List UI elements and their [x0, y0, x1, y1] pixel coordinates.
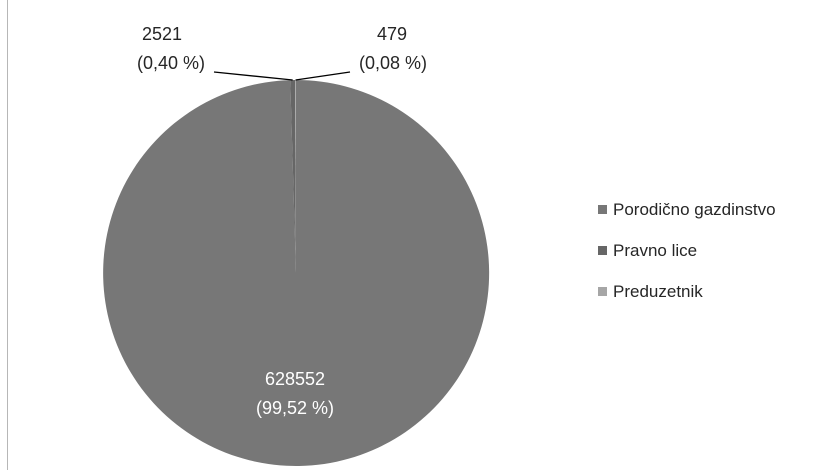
- leader-line-2: [295, 71, 351, 81]
- legend-label: Pravno lice: [613, 241, 698, 260]
- slice-label-percent-0: (99,52 %): [256, 398, 334, 418]
- legend-label: Porodično gazdinstvo: [613, 200, 776, 219]
- legend-item-porodicno-gazdinstvo: Porodično gazdinstvo: [598, 200, 776, 220]
- leader-line-1: [213, 71, 293, 81]
- frame-border: [7, 0, 8, 470]
- legend-item-preduzetnik: Preduzetnik: [598, 282, 776, 302]
- legend-swatch-icon: [598, 287, 607, 297]
- legend-label: Preduzetnik: [613, 282, 703, 301]
- slice-label-percent-2: (0,08 %): [359, 53, 427, 73]
- legend: Porodično gazdinstvo Pravno lice Preduze…: [598, 200, 776, 323]
- pie-slice-0: [103, 79, 490, 466]
- slice-label-value-2: 479: [377, 24, 407, 44]
- slice-label-value-1: 2521: [142, 24, 182, 44]
- legend-swatch-icon: [598, 205, 607, 215]
- legend-item-pravno-lice: Pravno lice: [598, 241, 776, 261]
- slice-label-percent-1: (0,40 %): [137, 53, 205, 73]
- pie-slice-1: [290, 80, 296, 273]
- slice-label-value-0: 628552: [265, 369, 325, 389]
- legend-swatch-icon: [598, 246, 607, 256]
- pie-slice-2: [295, 79, 296, 274]
